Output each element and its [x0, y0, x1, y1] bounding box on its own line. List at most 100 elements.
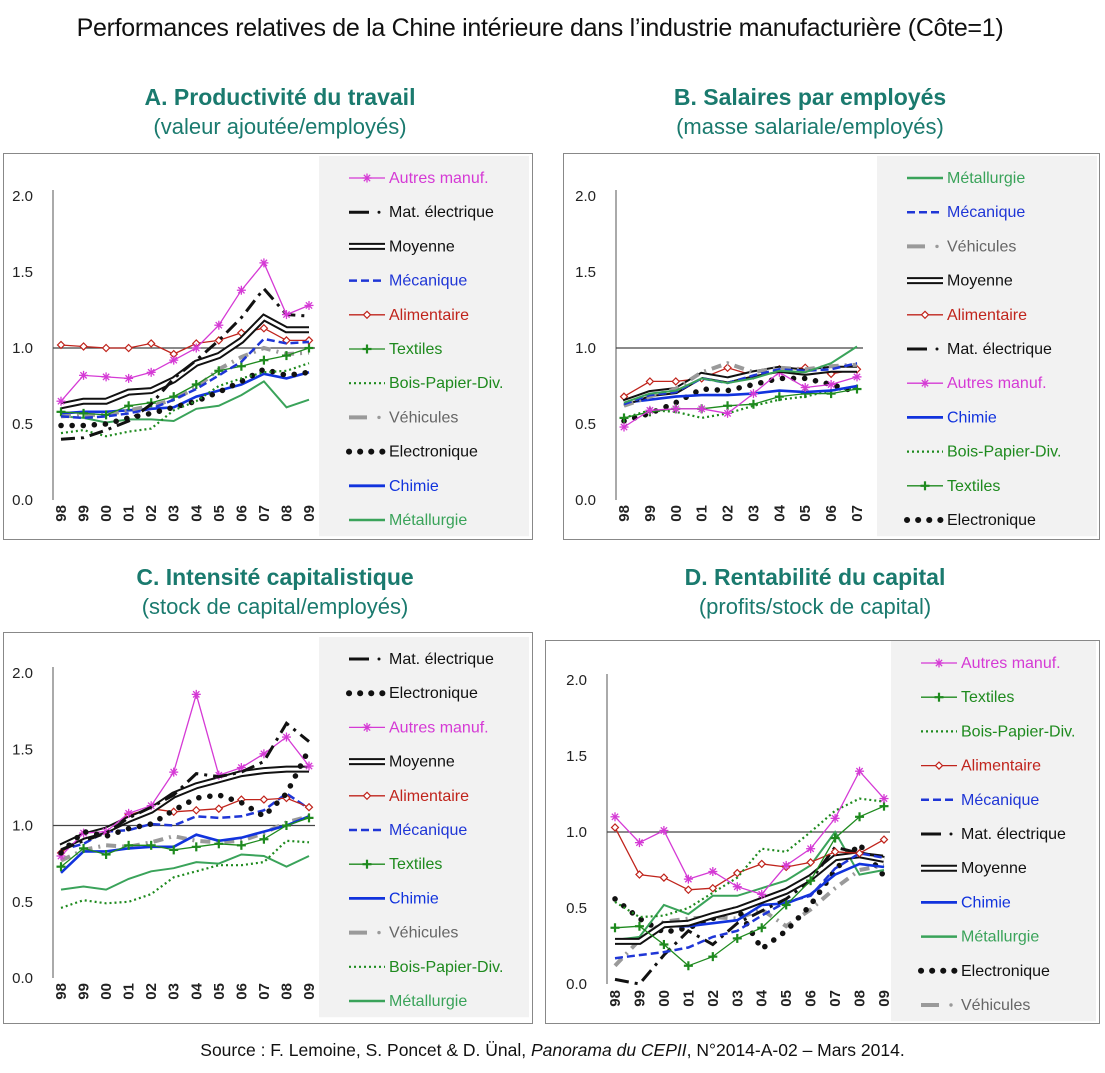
main-title: Performances relatives de la Chine intér… — [76, 14, 1004, 42]
y-tick-label: 0.5 — [12, 416, 33, 433]
y-tick-label: 2.0 — [12, 188, 33, 205]
legend-label: Alimentaire — [389, 307, 469, 324]
x-tick-label: 06 — [233, 505, 250, 522]
legend-item-autres-manuf: Autres manuf. — [349, 170, 489, 187]
legend-label: Mat. électrique — [947, 341, 1052, 358]
data-point-alimentaire — [830, 847, 840, 857]
y-tick-label: 0.0 — [12, 970, 33, 987]
legend-item-chimie: Chimie — [921, 894, 1011, 911]
panel-a-title: A. Productivité du travail (valeur ajout… — [60, 82, 500, 142]
legend-item-vehicules: Véhicules — [907, 238, 1016, 255]
data-point-alimentaire — [645, 377, 655, 386]
x-tick-label: 99 — [631, 990, 648, 1007]
legend-swatch-textiles — [349, 344, 385, 354]
legend-label: Bois-Papier-Div. — [389, 375, 503, 392]
data-point-alimentaire — [79, 342, 88, 351]
data-point-textiles — [236, 361, 246, 371]
legend-swatch-mat-electrique — [921, 832, 953, 836]
series-line-mat-electrique — [60, 286, 310, 441]
legend-label: Moyenne — [947, 273, 1013, 290]
panel-b-subtitle: (masse salariale/employés) — [676, 114, 944, 139]
data-point-alimentaire — [259, 795, 269, 804]
data-point-alimentaire — [723, 363, 732, 373]
x-tick-label: 04 — [188, 504, 205, 521]
data-point-alimentaire — [362, 310, 372, 320]
data-point-textiles — [56, 407, 66, 417]
series-mat-electrique — [60, 721, 310, 852]
legend-item-autres-manuf: Autres manuf. — [921, 655, 1061, 672]
data-point-alimentaire — [169, 807, 179, 817]
data-point-alimentaire — [191, 805, 201, 815]
legend-swatch-alimentaire — [349, 791, 385, 801]
x-tick-label: 04 — [771, 504, 788, 521]
data-point-textiles — [214, 839, 224, 849]
x-tick-label: 04 — [754, 989, 771, 1006]
chart-panel-a: 0.0 0.5 1.0 1.5 2.0 98 99 00 01 02 03 04 05 06 07 08 09 A… — [3, 153, 533, 540]
series-line-metallurgie — [60, 853, 310, 891]
series-line-autres-manuf — [623, 371, 858, 428]
series-line-textiles — [614, 805, 885, 967]
plot-area — [56, 689, 314, 909]
data-point-textiles — [79, 408, 89, 418]
legend-swatch-mat-electrique — [349, 210, 381, 214]
legend-item-autres-manuf: Autres manuf. — [349, 719, 489, 736]
data-point-textiles — [304, 813, 314, 823]
series-mecanique — [623, 361, 858, 406]
legend-background — [319, 637, 529, 1018]
legend: Autres manuf. Textiles Bois-Papier-Div. Ali… — [918, 655, 1075, 1014]
chart-panel-c: 0.0 0.5 1.0 1.5 2.0 98 99 00 01 02 03 04 05 06 07 08 09 M… — [3, 632, 533, 1024]
x-tick-label: 98 — [616, 505, 633, 522]
legend-item-textiles: Textiles — [907, 478, 1000, 495]
data-point-alimentaire — [124, 343, 133, 353]
data-point-alimentaire — [757, 859, 767, 869]
y-tick-label: 1.0 — [575, 340, 596, 357]
y-tick-label: 0.0 — [12, 492, 33, 509]
data-point-textiles — [362, 859, 372, 869]
legend-item-moyenne: Moyenne — [349, 238, 455, 255]
data-point-textiles — [169, 845, 179, 855]
y-tick-label: 2.0 — [566, 672, 587, 689]
legend-item-bois-papier-div: Bois-Papier-Div. — [349, 375, 503, 392]
data-point-autres-manuf — [191, 689, 201, 699]
legend-label: Chimie — [947, 409, 997, 426]
x-tick-label: 09 — [876, 990, 893, 1007]
legend-item-mat-electrique: Mat. électrique — [907, 341, 1052, 358]
x-tick-label: 08 — [278, 505, 295, 522]
chart-panel-d: 0.0 0.5 1.0 1.5 2.0 98 99 00 01 02 03 04 05 06 07 08 09 A… — [545, 640, 1100, 1024]
series-metallurgie — [623, 345, 858, 404]
data-point-autres-manuf — [56, 396, 66, 406]
y-tick-label: 1.5 — [12, 264, 33, 281]
legend-background — [891, 641, 1096, 1022]
y-tick-label: 2.0 — [12, 665, 33, 682]
data-point-autres-manuf — [619, 422, 629, 432]
legend-item-mat-electrique: Mat. électrique — [921, 826, 1066, 843]
data-point-textiles — [879, 801, 889, 811]
legend-label: Chimie — [389, 478, 439, 495]
legend-swatch-alimentaire — [349, 310, 385, 320]
panel-b-title: B. Salaires par employés (masse salarial… — [590, 82, 1030, 142]
legend-swatch-autres-manuf — [907, 378, 943, 388]
data-point-alimentaire — [934, 761, 944, 770]
source-publication: Panorama du CEPII — [530, 1040, 687, 1060]
panel-d-title: D. Rentabilité du capital (profits/stock… — [595, 562, 1035, 622]
legend-label: Véhicules — [389, 925, 458, 942]
y-tick-label: 1.0 — [566, 824, 587, 841]
data-point-alimentaire — [920, 310, 930, 320]
y-tick-label: 1.5 — [575, 264, 596, 281]
x-tick-label: 07 — [849, 505, 866, 522]
data-point-textiles — [281, 351, 291, 361]
legend-item-bois-papier-div: Bois-Papier-Div. — [921, 723, 1075, 740]
data-point-autres-manuf — [79, 370, 89, 380]
legend-item-mecanique: Mécanique — [349, 822, 467, 839]
panel-d-title-text: D. Rentabilité du capital — [684, 564, 946, 590]
panel-a-title-text: A. Productivité du travail — [144, 84, 416, 110]
plot-area — [619, 345, 862, 432]
legend-item-bois-papier-div: Bois-Papier-Div. — [907, 444, 1061, 461]
legend-item-mat-electrique: Mat. électrique — [349, 651, 494, 668]
x-tick-label: 04 — [188, 982, 205, 999]
legend-item-electronique: Electronique — [918, 963, 1050, 980]
data-point-textiles — [781, 900, 791, 910]
legend-label: Moyenne — [961, 860, 1027, 877]
data-point-autres-manuf — [732, 882, 742, 892]
legend-label: Textiles — [961, 689, 1014, 706]
